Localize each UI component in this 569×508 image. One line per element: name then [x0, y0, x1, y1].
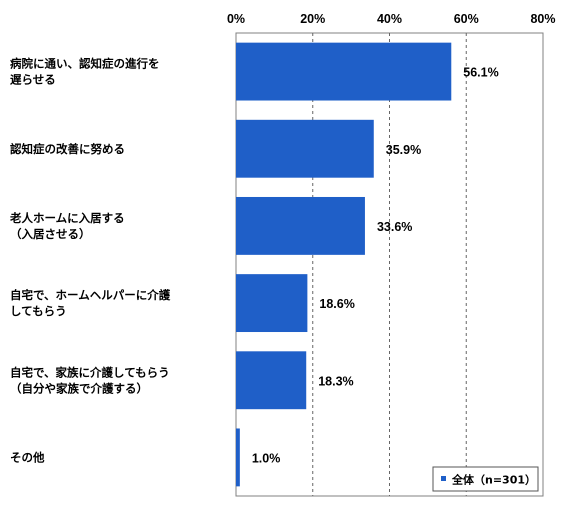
category-label: 遅らせる [10, 73, 56, 87]
legend: 全体（n=301） [432, 466, 539, 492]
value-label: 18.3% [318, 374, 353, 388]
legend-label: 全体（n=301） [451, 473, 536, 487]
value-labels: 56.1% 35.9% 33.6% 18.6% 18.3% 1.0% [252, 66, 499, 466]
bar [236, 42, 452, 101]
category-label: 自宅で、家族に介護してもらう [10, 365, 170, 379]
category-label: 自宅で、ホームヘルパーに介護 [10, 288, 171, 302]
bar [236, 351, 307, 410]
value-label: 56.1% [463, 66, 498, 80]
value-label: 18.6% [319, 297, 354, 311]
plot-frame [235, 32, 544, 497]
category-label: （入居させる） [10, 227, 91, 241]
category-label: その他 [10, 450, 45, 464]
x-tick-label: 40% [377, 12, 402, 26]
bar [236, 274, 308, 333]
x-tick-label: 0% [227, 12, 245, 26]
bars [236, 42, 452, 487]
x-tick-label: 80% [530, 12, 555, 26]
category-label: 老人ホームに入居する [9, 211, 125, 225]
bar [236, 196, 365, 255]
x-tick-label: 60% [454, 12, 479, 26]
bar [236, 119, 374, 178]
category-label: 病院に通い、認知症の進行を [10, 57, 160, 71]
x-axis-tick-labels: 0% 20% 40% 60% 80% [227, 12, 556, 26]
grid-lines [235, 32, 544, 497]
bar [236, 428, 240, 487]
value-label: 1.0% [252, 451, 281, 465]
legend-box [432, 466, 539, 492]
legend-swatch [441, 476, 446, 481]
category-label: （自分や家族で介護する） [10, 381, 148, 395]
category-label: してもらう [10, 304, 67, 318]
value-label: 35.9% [386, 143, 421, 157]
value-label: 33.6% [377, 220, 412, 234]
category-label: 認知症の改善に努める [10, 142, 125, 156]
x-tick-label: 20% [300, 12, 325, 26]
